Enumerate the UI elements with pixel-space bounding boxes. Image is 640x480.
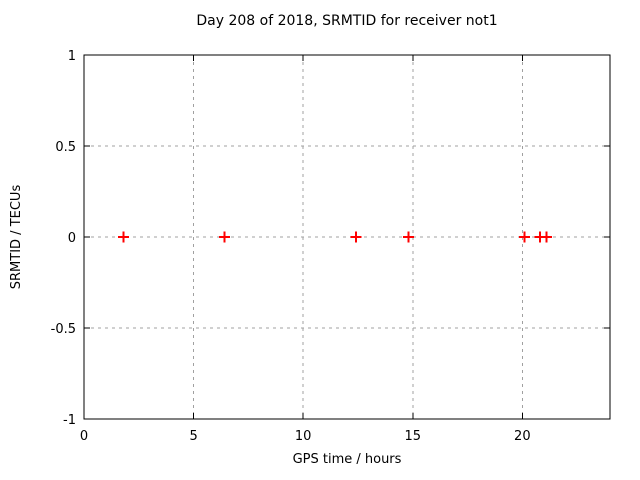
x-axis-label: GPS time / hours	[292, 452, 402, 467]
x-tick-label: 0	[80, 429, 88, 444]
chart-title: Day 208 of 2018, SRMTID for receiver not…	[196, 13, 498, 29]
y-tick-label: 1	[68, 49, 76, 64]
x-tick-label: 20	[514, 429, 531, 444]
y-tick-label: -0.5	[51, 322, 76, 337]
y-tick-label: 0.5	[55, 140, 76, 155]
y-tick-label: -1	[63, 413, 76, 428]
y-tick-label: 0	[68, 231, 76, 246]
x-tick-label: 15	[404, 429, 421, 444]
plot-border	[83, 54, 611, 420]
x-tick-label: 5	[189, 429, 197, 444]
x-tick-label: 10	[295, 429, 312, 444]
